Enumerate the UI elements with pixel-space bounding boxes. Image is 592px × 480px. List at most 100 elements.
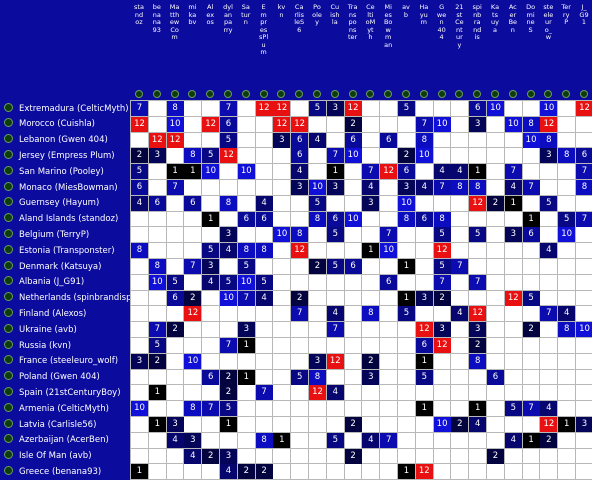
country-row-label[interactable]: Finland (Alexos) bbox=[0, 305, 130, 322]
score-cell: 8 bbox=[469, 180, 487, 195]
score-cell: 10 bbox=[558, 227, 576, 243]
score-cell: 4 bbox=[326, 385, 344, 401]
country-row-label[interactable]: Estonia (Transponster) bbox=[0, 242, 130, 259]
score-cell: 5 bbox=[220, 274, 237, 290]
score-cell: 2 bbox=[131, 148, 148, 164]
flag-icon bbox=[4, 165, 13, 175]
grid-line bbox=[130, 305, 592, 307]
score-cell: 7 bbox=[433, 274, 451, 290]
flag-icon bbox=[4, 181, 13, 191]
column-flag-icon bbox=[402, 90, 410, 98]
score-cell: 12 bbox=[469, 306, 487, 322]
score-cell: 1 bbox=[558, 417, 576, 432]
score-cell: 1 bbox=[398, 259, 415, 274]
score-cell: 8 bbox=[469, 353, 487, 369]
flag-icon bbox=[4, 402, 13, 412]
country-row-label[interactable]: Azerbaijan (AcerBen) bbox=[0, 432, 130, 449]
score-cell: 2 bbox=[362, 353, 380, 369]
score-cell: 7 bbox=[380, 227, 398, 243]
score-cell: 2 bbox=[184, 290, 202, 306]
score-cell: 4 bbox=[451, 164, 469, 180]
header-background bbox=[0, 0, 592, 100]
score-cell: 6 bbox=[487, 369, 504, 385]
country-row-label[interactable]: Spain (21stCenturyBoy) bbox=[0, 384, 130, 401]
grid-line bbox=[130, 163, 592, 165]
score-cell: 6 bbox=[380, 132, 398, 148]
score-cell: 10 bbox=[220, 290, 237, 306]
country-row-label[interactable]: Albania (J_G91) bbox=[0, 274, 130, 291]
country-name: Belgium (TerryP) bbox=[19, 229, 90, 240]
column-header: Transponster bbox=[344, 0, 362, 88]
country-name: Latvia (Carlisle56) bbox=[19, 419, 97, 430]
score-cell: 6 bbox=[166, 290, 184, 306]
score-cell: 12 bbox=[380, 164, 398, 180]
score-cell: 3 bbox=[415, 290, 433, 306]
score-cell: 5 bbox=[522, 290, 540, 306]
country-row-label[interactable]: Lebanon (Gwen 404) bbox=[0, 132, 130, 149]
country-row-label[interactable]: Belgium (TerryP) bbox=[0, 226, 130, 243]
flag-icon bbox=[4, 323, 13, 333]
country-row-label[interactable]: Netherlands (spinbrandispin) bbox=[0, 290, 130, 307]
score-cell: 5 bbox=[558, 211, 576, 227]
score-cell: 4 bbox=[540, 243, 558, 259]
column-header: MiesBowman bbox=[379, 0, 397, 88]
column-header-label: TerryP bbox=[561, 3, 571, 26]
score-cell: 4 bbox=[362, 180, 380, 195]
country-row-label[interactable]: Extremadura (CelticMyth) bbox=[0, 100, 130, 117]
score-cell: 6 bbox=[237, 211, 255, 227]
score-cell: 12 bbox=[326, 353, 344, 369]
country-row-label[interactable]: Monaco (MiesBowman) bbox=[0, 179, 130, 196]
score-cell: 4 bbox=[469, 417, 487, 432]
score-cell: 1 bbox=[237, 338, 255, 353]
country-row-label[interactable]: Ukraine (avb) bbox=[0, 321, 130, 338]
score-cell: 5 bbox=[255, 274, 273, 290]
score-cell: 8 bbox=[184, 401, 202, 417]
country-row-label[interactable]: Isle Of Man (avb) bbox=[0, 448, 130, 465]
score-cell: 2 bbox=[344, 448, 362, 464]
score-cell: 1 bbox=[469, 164, 487, 180]
score-cell: 5 bbox=[131, 164, 148, 180]
score-cell: 4 bbox=[415, 180, 433, 195]
country-row-label[interactable]: Armenia (CelticMyth) bbox=[0, 400, 130, 417]
column-header: avb bbox=[397, 0, 415, 88]
score-cell: 8 bbox=[558, 148, 576, 164]
country-row-label[interactable]: Jersey (Empress Plum) bbox=[0, 147, 130, 164]
grid-line bbox=[130, 100, 592, 101]
country-row-label[interactable]: France (steeleuro_wolf) bbox=[0, 353, 130, 370]
score-cell: 3 bbox=[237, 322, 255, 338]
column-flag-icon bbox=[135, 90, 143, 98]
country-row-label[interactable]: Denmark (Katsuya) bbox=[0, 258, 130, 275]
score-cell: 5 bbox=[469, 227, 487, 243]
column-header-label: CeltioMyth bbox=[365, 3, 376, 41]
country-row-label[interactable]: Aland Islands (standoz) bbox=[0, 211, 130, 228]
score-cell: 12 bbox=[309, 385, 326, 401]
grid-line bbox=[130, 431, 592, 433]
score-cell: 10 bbox=[540, 101, 558, 116]
score-cell: 5 bbox=[433, 259, 451, 274]
score-cell: 3 bbox=[131, 353, 148, 369]
country-row-label[interactable]: Morocco (Cuishla) bbox=[0, 116, 130, 133]
score-cell: 7 bbox=[504, 164, 522, 180]
country-row-label[interactable]: Russia (kvn) bbox=[0, 337, 130, 354]
column-header-label: MatthewCom bbox=[169, 3, 180, 41]
score-cell: 6 bbox=[380, 274, 398, 290]
country-name: Netherlands (spinbrandispin) bbox=[19, 293, 130, 304]
country-row-label[interactable]: Greece (benana93) bbox=[0, 463, 130, 480]
score-cell: 7 bbox=[469, 274, 487, 290]
grid-line bbox=[130, 368, 592, 370]
country-row-label[interactable]: Poland (Gwen 404) bbox=[0, 369, 130, 386]
country-row-label[interactable]: Guernsey (Hayum) bbox=[0, 195, 130, 212]
score-cell: 5 bbox=[326, 227, 344, 243]
country-row-label[interactable]: San Marino (Pooley) bbox=[0, 163, 130, 180]
score-cell: 1 bbox=[522, 432, 540, 448]
country-row-label[interactable]: Latvia (Carlisle56) bbox=[0, 416, 130, 433]
score-cell: 12 bbox=[433, 338, 451, 353]
column-header: TerryP bbox=[557, 0, 575, 88]
score-cell: 12 bbox=[540, 116, 558, 132]
score-cell: 6 bbox=[469, 101, 487, 116]
grid-line bbox=[130, 400, 592, 402]
flag-icon bbox=[4, 307, 13, 317]
flag-icon bbox=[4, 244, 13, 254]
score-cell: 10 bbox=[237, 164, 255, 180]
score-cell: 4 bbox=[131, 195, 148, 211]
